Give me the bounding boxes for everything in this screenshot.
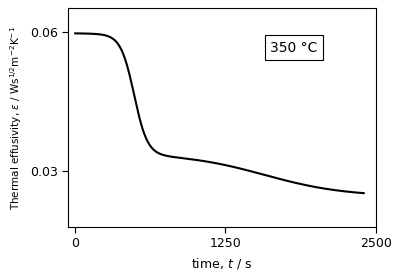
X-axis label: time, $t$ / s: time, $t$ / s [191,256,252,271]
Y-axis label: Thermal effusivity, $\varepsilon$ / Ws$^{1/2}$m$^{-2}$K$^{-1}$: Thermal effusivity, $\varepsilon$ / Ws$^… [8,25,24,210]
Text: 350 °C: 350 °C [270,41,318,55]
